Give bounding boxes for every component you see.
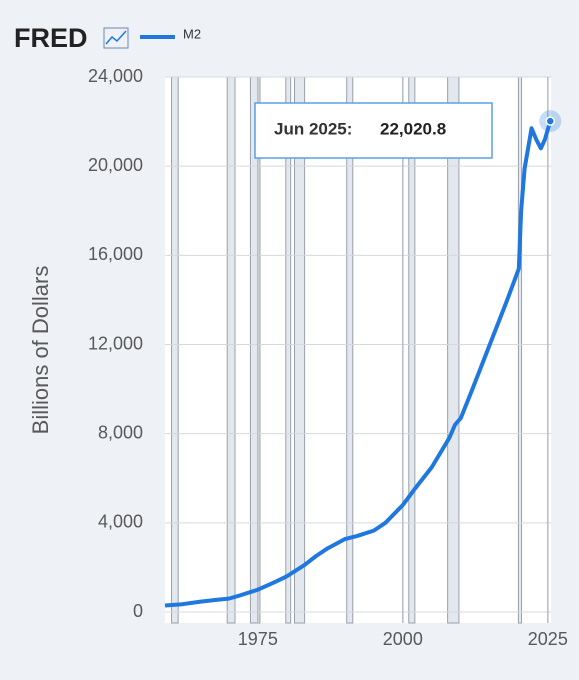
x-tick-label: 2000: [383, 629, 423, 649]
y-tick-label: 24,000: [88, 66, 143, 86]
tooltip-date: Jun 2025:: [274, 119, 352, 138]
y-tick-label: 4,000: [98, 512, 143, 532]
y-tick-label: 16,000: [88, 244, 143, 264]
y-tick-label: 0: [133, 601, 143, 621]
tooltip-value: 22,020.8: [380, 119, 446, 138]
data-line: [164, 120, 553, 608]
y-axis-label: Billions of Dollars: [28, 266, 53, 435]
logo-icon: [103, 27, 129, 49]
x-tick-label: 1975: [238, 629, 278, 649]
x-tick-label: 2025: [528, 629, 568, 649]
recession-band: [517, 76, 523, 624]
y-tick-label: 20,000: [88, 155, 143, 175]
recession-band: [294, 76, 306, 624]
recession-band: [226, 76, 236, 624]
legend-label: M2: [183, 26, 201, 41]
tooltip-box: [254, 102, 493, 159]
recession-band: [408, 76, 416, 624]
tooltip-point: [545, 116, 556, 126]
recession-band: [171, 76, 179, 624]
recession-band: [285, 76, 292, 624]
y-tick-label: 12,000: [88, 333, 143, 353]
y-tick-label: 8,000: [98, 422, 143, 442]
recession-band: [447, 76, 460, 624]
plot-area: [165, 77, 551, 623]
recession-band: [346, 76, 354, 624]
logo: FRED: [14, 23, 88, 53]
